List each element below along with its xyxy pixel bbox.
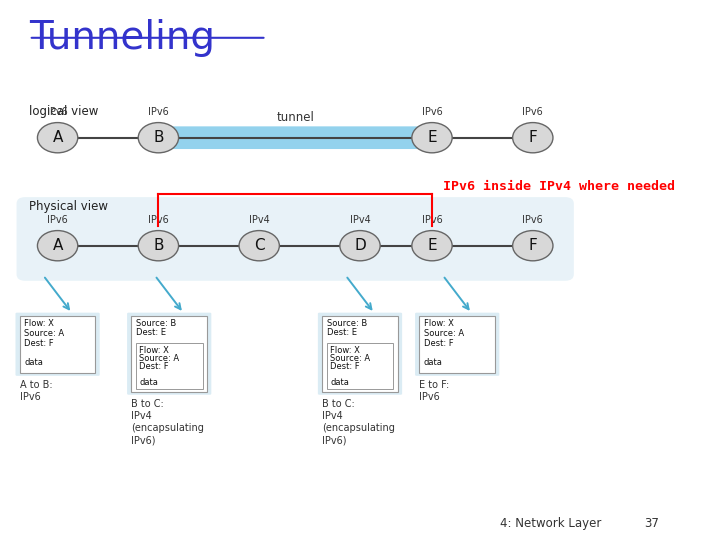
Text: B: B	[153, 130, 163, 145]
Text: B to C:
IPv4
(encapsulating
IPv6): B to C: IPv4 (encapsulating IPv6)	[132, 399, 204, 445]
Text: F: F	[528, 238, 537, 253]
Text: IPv6: IPv6	[523, 215, 543, 225]
Text: IPv4: IPv4	[350, 215, 370, 225]
Text: IPv6 inside IPv4 where needed: IPv6 inside IPv4 where needed	[443, 180, 675, 193]
Circle shape	[239, 231, 279, 261]
Circle shape	[37, 123, 78, 153]
FancyBboxPatch shape	[132, 316, 207, 392]
Text: Tunneling: Tunneling	[29, 19, 215, 57]
Text: Source: A: Source: A	[330, 354, 370, 363]
Text: data: data	[423, 358, 443, 367]
FancyBboxPatch shape	[415, 313, 500, 376]
Circle shape	[138, 123, 179, 153]
Text: IPv6: IPv6	[422, 215, 442, 225]
Text: IPv6: IPv6	[422, 107, 442, 117]
Text: Dest: E: Dest: E	[135, 328, 166, 337]
Text: Source: B: Source: B	[135, 319, 176, 328]
FancyBboxPatch shape	[135, 343, 203, 389]
Circle shape	[412, 123, 452, 153]
Circle shape	[138, 231, 179, 261]
Text: tunnel: tunnel	[276, 111, 314, 124]
Circle shape	[513, 123, 553, 153]
Text: IPv6: IPv6	[48, 215, 68, 225]
Text: Flow: X: Flow: X	[140, 346, 169, 355]
FancyBboxPatch shape	[327, 343, 394, 389]
Text: Flow: X: Flow: X	[24, 319, 54, 328]
Text: logical view: logical view	[29, 105, 98, 118]
Text: data: data	[330, 378, 349, 387]
Text: Source: A: Source: A	[423, 329, 464, 338]
Text: Dest: E: Dest: E	[327, 328, 356, 337]
Text: A to B:
IPv6: A to B: IPv6	[20, 380, 53, 402]
Text: data: data	[24, 358, 43, 367]
Text: data: data	[140, 378, 158, 387]
Text: Physical view: Physical view	[29, 200, 108, 213]
Circle shape	[37, 231, 78, 261]
Circle shape	[340, 231, 380, 261]
Text: E to F:
IPv6: E to F: IPv6	[419, 380, 450, 402]
Text: Dest: F: Dest: F	[423, 339, 454, 348]
Text: Dest: F: Dest: F	[330, 362, 360, 371]
FancyBboxPatch shape	[419, 316, 495, 373]
FancyBboxPatch shape	[150, 126, 440, 149]
FancyBboxPatch shape	[127, 313, 212, 395]
Text: Flow: X: Flow: X	[423, 319, 454, 328]
Text: IPv6: IPv6	[48, 107, 68, 117]
Text: IPv6: IPv6	[148, 215, 168, 225]
FancyBboxPatch shape	[16, 313, 99, 376]
Text: Dest: F: Dest: F	[24, 339, 54, 348]
Text: 4: Network Layer: 4: Network Layer	[500, 517, 602, 530]
Text: F: F	[528, 130, 537, 145]
Text: Source: A: Source: A	[140, 354, 179, 363]
Text: E: E	[427, 238, 437, 253]
Text: Source: B: Source: B	[327, 319, 366, 328]
Text: C: C	[254, 238, 264, 253]
Text: B: B	[153, 238, 163, 253]
Text: IPv6: IPv6	[523, 107, 543, 117]
Circle shape	[513, 231, 553, 261]
Text: 37: 37	[644, 517, 660, 530]
Text: B to C:
IPv4
(encapsulating
IPv6): B to C: IPv4 (encapsulating IPv6)	[323, 399, 395, 445]
Circle shape	[412, 231, 452, 261]
FancyBboxPatch shape	[323, 316, 397, 392]
Text: IPv6: IPv6	[148, 107, 168, 117]
FancyBboxPatch shape	[20, 316, 95, 373]
Text: IPv4: IPv4	[249, 215, 269, 225]
Text: Dest: F: Dest: F	[140, 362, 169, 371]
Text: A: A	[53, 238, 63, 253]
Text: Flow: X: Flow: X	[330, 346, 360, 355]
Text: Source: A: Source: A	[24, 329, 64, 338]
Text: D: D	[354, 238, 366, 253]
Text: A: A	[53, 130, 63, 145]
Text: E: E	[427, 130, 437, 145]
FancyBboxPatch shape	[318, 313, 402, 395]
FancyBboxPatch shape	[17, 197, 574, 281]
